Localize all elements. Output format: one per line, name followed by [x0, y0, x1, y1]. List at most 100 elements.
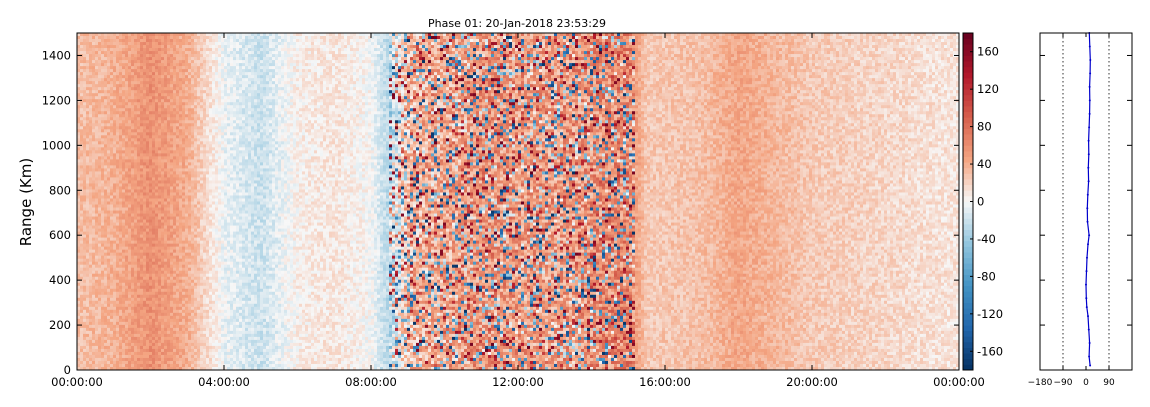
- heatmap-cell: [152, 87, 155, 90]
- heatmap-cell: [119, 277, 122, 280]
- heatmap-cell: [161, 280, 164, 283]
- heatmap-cell: [185, 60, 188, 63]
- heatmap-cell: [128, 33, 131, 36]
- heatmap-cell: [125, 337, 128, 340]
- heatmap-cell: [125, 66, 128, 69]
- heatmap-cell: [89, 247, 92, 250]
- heatmap-cell: [146, 334, 149, 337]
- heatmap-cell: [161, 214, 164, 217]
- heatmap-cell: [134, 57, 137, 60]
- heatmap-cell: [185, 138, 188, 141]
- heatmap-cell: [158, 256, 161, 259]
- heatmap-cell: [95, 328, 98, 331]
- heatmap-cell: [131, 33, 134, 36]
- heatmap-cell: [80, 129, 83, 132]
- heatmap-cell: [167, 205, 170, 208]
- heatmap-cell: [164, 280, 167, 283]
- heatmap-cell: [134, 238, 137, 241]
- heatmap-cell: [185, 253, 188, 256]
- heatmap-cell: [170, 352, 173, 355]
- heatmap-cell: [158, 268, 161, 271]
- heatmap-cell: [110, 259, 113, 262]
- heatmap-cell: [77, 33, 80, 36]
- heatmap-cell: [131, 286, 134, 289]
- heatmap-cell: [185, 171, 188, 174]
- heatmap-cell: [170, 39, 173, 42]
- heatmap-cell: [95, 292, 98, 295]
- heatmap-cell: [158, 174, 161, 177]
- heatmap-cell: [104, 183, 107, 186]
- heatmap-cell: [167, 355, 170, 358]
- heatmap-cell: [92, 192, 95, 195]
- heatmap-cell: [92, 105, 95, 108]
- heatmap-cell: [182, 268, 185, 271]
- heatmap-cell: [119, 289, 122, 292]
- heatmap-cell: [119, 189, 122, 192]
- heatmap-cell: [158, 198, 161, 201]
- heatmap-cell: [176, 57, 179, 60]
- heatmap-cell: [167, 186, 170, 189]
- heatmap-cell: [128, 271, 131, 274]
- heatmap-cell: [179, 346, 182, 349]
- heatmap-cell: [185, 301, 188, 304]
- heatmap-cell: [113, 102, 116, 105]
- heatmap-cell: [146, 295, 149, 298]
- heatmap-cell: [140, 352, 143, 355]
- heatmap-cell: [146, 307, 149, 310]
- heatmap-cell: [80, 337, 83, 340]
- heatmap-cell: [155, 150, 158, 153]
- heatmap-cell: [86, 147, 89, 150]
- heatmap-cell: [155, 183, 158, 186]
- heatmap-cell: [116, 132, 119, 135]
- heatmap-cell: [170, 60, 173, 63]
- heatmap-cell: [125, 217, 128, 220]
- heatmap-cell: [185, 69, 188, 72]
- heatmap-cell: [89, 102, 92, 105]
- heatmap-cell: [158, 292, 161, 295]
- heatmap-cell: [164, 159, 167, 162]
- heatmap-cell: [170, 346, 173, 349]
- heatmap-cell: [116, 256, 119, 259]
- heatmap-cell: [170, 117, 173, 120]
- heatmap-cell: [116, 220, 119, 223]
- heatmap-cell: [170, 180, 173, 183]
- heatmap-cell: [98, 36, 101, 39]
- heatmap-cell: [167, 214, 170, 217]
- heatmap-cell: [122, 42, 125, 45]
- heatmap-cell: [164, 265, 167, 268]
- heatmap-cell: [119, 99, 122, 102]
- heatmap-cell: [173, 283, 176, 286]
- heatmap-cell: [110, 99, 113, 102]
- heatmap-cell: [77, 268, 80, 271]
- heatmap-cell: [134, 192, 137, 195]
- heatmap-cell: [152, 310, 155, 313]
- heatmap-cell: [149, 150, 152, 153]
- heatmap-cell: [155, 322, 158, 325]
- heatmap-cell: [110, 198, 113, 201]
- heatmap-cell: [155, 168, 158, 171]
- heatmap-cell: [176, 141, 179, 144]
- heatmap-cell: [128, 135, 131, 138]
- heatmap-cell: [179, 358, 182, 361]
- heatmap-cell: [152, 352, 155, 355]
- heatmap-cell: [149, 208, 152, 211]
- heatmap-cell: [155, 328, 158, 331]
- heatmap-cell: [143, 66, 146, 69]
- heatmap-cell: [179, 186, 182, 189]
- heatmap-cell: [89, 208, 92, 211]
- heatmap-cell: [149, 310, 152, 313]
- heatmap-cell: [107, 84, 110, 87]
- heatmap-cell: [113, 162, 116, 165]
- heatmap-cell: [152, 120, 155, 123]
- heatmap-cell: [92, 189, 95, 192]
- heatmap-cell: [119, 262, 122, 265]
- heatmap-cell: [176, 298, 179, 301]
- heatmap-cell: [131, 313, 134, 316]
- heatmap-cell: [86, 325, 89, 328]
- heatmap-cell: [185, 129, 188, 132]
- heatmap-cell: [167, 337, 170, 340]
- heatmap-cell: [77, 192, 80, 195]
- heatmap-cell: [89, 111, 92, 114]
- heatmap-cell: [176, 153, 179, 156]
- heatmap-cell: [161, 298, 164, 301]
